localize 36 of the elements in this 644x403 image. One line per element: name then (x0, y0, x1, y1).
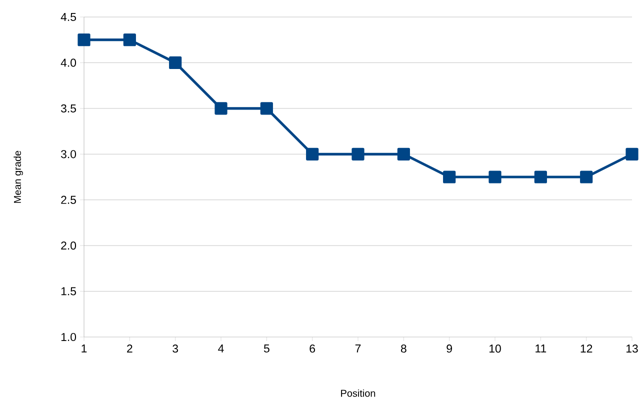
y-axis-title: Mean grade (14, 150, 23, 203)
x-tick-label: 8 (400, 344, 406, 353)
point (260, 102, 273, 115)
x-tick-label: 2 (127, 344, 132, 353)
x-tick-label: 1 (82, 344, 87, 352)
point (626, 148, 638, 160)
x-tick-label: 13 (626, 344, 638, 353)
y-tick-label: 2.0 (61, 242, 76, 250)
y-tick-label: 4.0 (60, 58, 76, 67)
y-tick-label: 1.5 (61, 287, 76, 296)
point (397, 148, 410, 160)
x-tick-label: 6 (310, 344, 316, 353)
y-tick-label: 2.5 (61, 196, 76, 204)
point (78, 34, 90, 46)
x-tick-label: 5 (264, 344, 270, 353)
point (580, 170, 593, 184)
x-tick-label: 11 (536, 344, 546, 352)
point (123, 34, 136, 46)
x-tick-label: 7 (355, 344, 361, 352)
point (169, 56, 182, 70)
y-tick-label: 4.5 (60, 13, 76, 21)
x-tick-label: 12 (580, 344, 592, 353)
point (352, 148, 364, 160)
point (214, 102, 228, 115)
point (534, 170, 547, 184)
point (488, 170, 502, 184)
point (443, 170, 456, 184)
y-tick-label: 3.5 (60, 104, 76, 112)
x-tick-label: 4 (218, 344, 224, 352)
x-tick-label: 9 (446, 344, 452, 353)
x-tick-label: 3 (172, 344, 178, 353)
x-tick-label: 10 (490, 344, 501, 353)
y-tick-label: 3.0 (60, 150, 76, 158)
point (306, 148, 319, 160)
x-axis-title: Position (341, 389, 376, 397)
y-tick-label: 1.0 (61, 332, 76, 342)
